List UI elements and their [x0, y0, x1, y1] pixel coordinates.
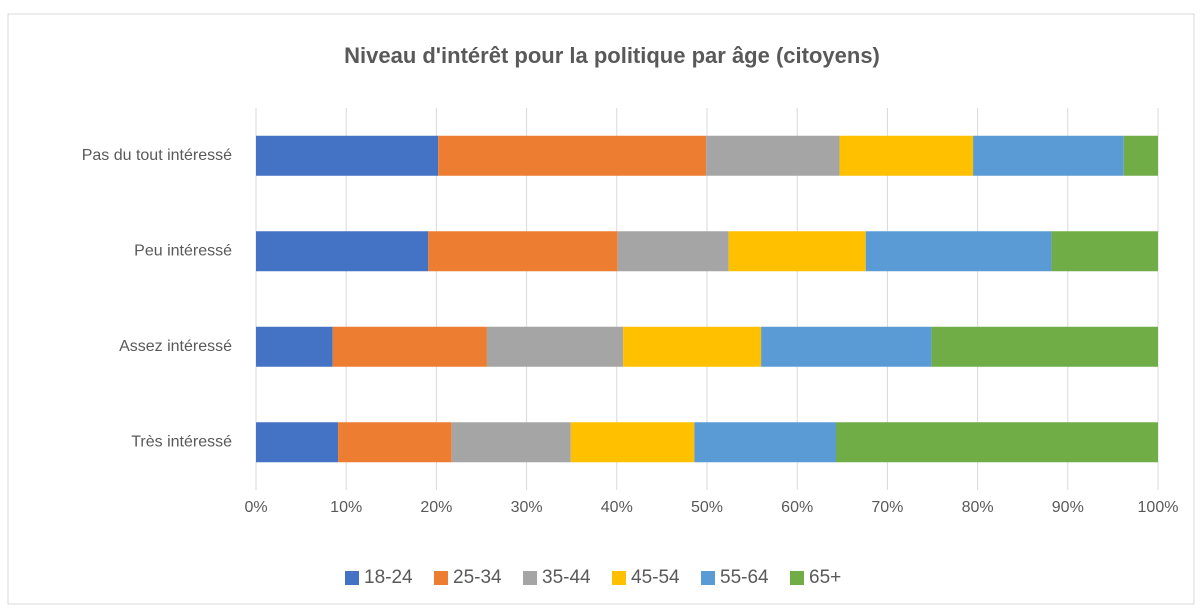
bar-segment: [617, 231, 729, 272]
legend-label: 65+: [809, 567, 841, 588]
y-tick-label: Peu intéressé: [134, 242, 232, 259]
y-tick-label: Très intéressé: [131, 433, 232, 450]
bar-segment: [865, 231, 1052, 272]
bar-segment: [931, 326, 1158, 367]
x-tick-label: 70%: [871, 499, 903, 516]
bar-segment: [570, 422, 695, 463]
bar-segment: [256, 231, 429, 272]
bar-segment: [256, 422, 339, 463]
bar-segment: [694, 422, 836, 463]
bar-segment: [623, 326, 762, 367]
legend-label: 35-44: [542, 567, 591, 588]
chart-border: [7, 13, 1195, 605]
legend-label: 55-64: [720, 567, 769, 588]
legend-swatch: [790, 571, 804, 585]
bar-segment: [428, 231, 618, 272]
legend-label: 18-24: [364, 567, 413, 588]
x-tick-label: 90%: [1052, 499, 1084, 516]
bar-segment: [839, 135, 974, 176]
x-tick-label: 50%: [691, 499, 723, 516]
x-tick-label: 10%: [330, 499, 362, 516]
legend-swatch: [345, 571, 359, 585]
legend-swatch: [612, 571, 626, 585]
legend-label: 45-54: [631, 567, 680, 588]
bar-segment: [338, 422, 452, 463]
y-tick-label: Pas du tout intéressé: [82, 147, 232, 164]
x-tick-label: 100%: [1138, 499, 1179, 516]
x-tick-label: 30%: [511, 499, 543, 516]
bar-segment: [706, 135, 840, 176]
bar-segment: [973, 135, 1124, 176]
bar-segment: [728, 231, 866, 272]
bar-segment: [256, 326, 333, 367]
legend-swatch: [434, 571, 448, 585]
legend-swatch: [701, 571, 715, 585]
x-tick-label: 40%: [601, 499, 633, 516]
bar-segment: [256, 135, 439, 176]
y-tick-label: Assez intéressé: [119, 338, 232, 355]
bar-segment: [451, 422, 571, 463]
x-tick-label: 80%: [962, 499, 994, 516]
bar-segment: [835, 422, 1158, 463]
bar-segment: [761, 326, 932, 367]
bar-segment: [1051, 231, 1158, 272]
chart-title: Niveau d'intérêt pour la politique par â…: [344, 43, 880, 68]
x-tick-label: 60%: [781, 499, 813, 516]
bar-segment: [438, 135, 707, 176]
bar-segment: [486, 326, 624, 367]
legend-swatch: [523, 571, 537, 585]
x-tick-label: 20%: [420, 499, 452, 516]
legend-label: 25-34: [453, 567, 502, 588]
bar-segment: [332, 326, 487, 367]
bar-segment: [1123, 135, 1158, 176]
x-tick-label: 0%: [244, 499, 267, 516]
